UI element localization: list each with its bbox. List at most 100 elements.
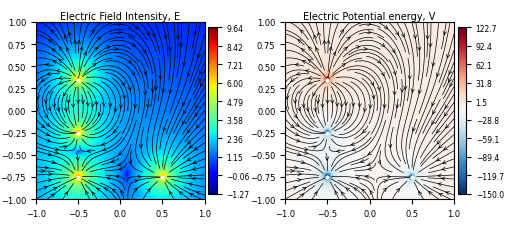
FancyArrowPatch shape [119, 152, 122, 155]
FancyArrowPatch shape [383, 188, 387, 192]
FancyArrowPatch shape [79, 48, 83, 51]
FancyArrowPatch shape [196, 125, 200, 128]
FancyArrowPatch shape [102, 143, 105, 146]
FancyArrowPatch shape [169, 191, 173, 195]
FancyArrowPatch shape [364, 109, 367, 112]
FancyArrowPatch shape [438, 174, 441, 177]
FancyArrowPatch shape [49, 173, 52, 176]
FancyArrowPatch shape [138, 175, 141, 179]
FancyArrowPatch shape [295, 133, 299, 136]
FancyArrowPatch shape [76, 101, 80, 104]
FancyArrowPatch shape [396, 189, 400, 192]
FancyArrowPatch shape [106, 46, 111, 50]
FancyArrowPatch shape [164, 36, 167, 39]
FancyArrowPatch shape [59, 77, 62, 80]
FancyArrowPatch shape [65, 192, 68, 196]
FancyArrowPatch shape [51, 31, 55, 34]
FancyArrowPatch shape [195, 147, 198, 150]
FancyArrowPatch shape [46, 123, 50, 127]
FancyArrowPatch shape [336, 150, 340, 153]
FancyArrowPatch shape [335, 191, 338, 195]
FancyArrowPatch shape [437, 158, 440, 161]
FancyArrowPatch shape [146, 33, 150, 36]
FancyArrowPatch shape [301, 31, 304, 34]
FancyArrowPatch shape [77, 41, 80, 44]
FancyArrowPatch shape [47, 73, 51, 76]
FancyArrowPatch shape [446, 55, 450, 59]
FancyArrowPatch shape [199, 79, 202, 83]
FancyArrowPatch shape [36, 96, 39, 100]
FancyArrowPatch shape [188, 141, 191, 144]
FancyArrowPatch shape [55, 151, 58, 155]
FancyArrowPatch shape [193, 161, 197, 164]
FancyArrowPatch shape [46, 64, 49, 67]
FancyArrowPatch shape [323, 41, 326, 45]
FancyArrowPatch shape [384, 26, 388, 30]
FancyArrowPatch shape [377, 60, 380, 64]
FancyArrowPatch shape [193, 177, 196, 180]
FancyArrowPatch shape [73, 41, 77, 45]
FancyArrowPatch shape [55, 148, 58, 151]
FancyArrowPatch shape [383, 180, 387, 183]
FancyArrowPatch shape [144, 72, 147, 75]
FancyArrowPatch shape [146, 105, 150, 108]
FancyArrowPatch shape [367, 163, 371, 166]
FancyArrowPatch shape [194, 32, 197, 36]
FancyArrowPatch shape [76, 157, 79, 161]
FancyArrowPatch shape [304, 148, 308, 151]
FancyArrowPatch shape [313, 93, 316, 96]
FancyArrowPatch shape [46, 133, 50, 136]
FancyArrowPatch shape [187, 74, 190, 77]
FancyArrowPatch shape [296, 73, 301, 76]
FancyArrowPatch shape [290, 125, 294, 128]
FancyArrowPatch shape [404, 87, 407, 90]
FancyArrowPatch shape [183, 111, 186, 114]
FancyArrowPatch shape [352, 148, 356, 151]
FancyArrowPatch shape [303, 61, 306, 64]
FancyArrowPatch shape [113, 189, 116, 193]
FancyArrowPatch shape [295, 123, 299, 127]
FancyArrowPatch shape [362, 130, 366, 133]
FancyArrowPatch shape [188, 174, 192, 177]
FancyArrowPatch shape [286, 96, 289, 100]
FancyArrowPatch shape [41, 79, 45, 82]
FancyArrowPatch shape [308, 60, 312, 63]
FancyArrowPatch shape [439, 145, 442, 148]
FancyArrowPatch shape [429, 44, 432, 48]
FancyArrowPatch shape [201, 83, 204, 87]
FancyArrowPatch shape [296, 139, 300, 142]
FancyArrowPatch shape [65, 36, 68, 40]
FancyArrowPatch shape [98, 113, 101, 117]
FancyArrowPatch shape [419, 191, 422, 195]
FancyArrowPatch shape [331, 101, 334, 104]
FancyArrowPatch shape [52, 50, 56, 53]
FancyArrowPatch shape [91, 30, 94, 34]
FancyArrowPatch shape [392, 50, 395, 54]
Title: Electric Field Intensity, E: Electric Field Intensity, E [60, 12, 180, 22]
FancyArrowPatch shape [377, 87, 380, 91]
FancyArrowPatch shape [139, 144, 142, 148]
FancyArrowPatch shape [304, 151, 308, 155]
FancyArrowPatch shape [134, 188, 137, 192]
FancyArrowPatch shape [306, 108, 309, 112]
FancyArrowPatch shape [432, 63, 435, 67]
FancyArrowPatch shape [362, 189, 366, 193]
FancyArrowPatch shape [298, 173, 301, 176]
FancyArrowPatch shape [59, 82, 63, 85]
FancyArrowPatch shape [340, 30, 344, 34]
FancyArrowPatch shape [118, 23, 122, 26]
FancyArrowPatch shape [51, 194, 54, 197]
FancyArrowPatch shape [314, 36, 317, 40]
FancyArrowPatch shape [387, 175, 391, 179]
FancyArrowPatch shape [294, 115, 297, 118]
FancyArrowPatch shape [326, 157, 329, 161]
FancyArrowPatch shape [308, 82, 312, 85]
FancyArrowPatch shape [128, 160, 131, 164]
FancyArrowPatch shape [127, 60, 131, 64]
FancyArrowPatch shape [342, 64, 345, 68]
FancyArrowPatch shape [432, 103, 435, 106]
FancyArrowPatch shape [360, 160, 365, 163]
FancyArrowPatch shape [316, 101, 320, 104]
FancyArrowPatch shape [444, 113, 447, 117]
FancyArrowPatch shape [413, 36, 417, 39]
